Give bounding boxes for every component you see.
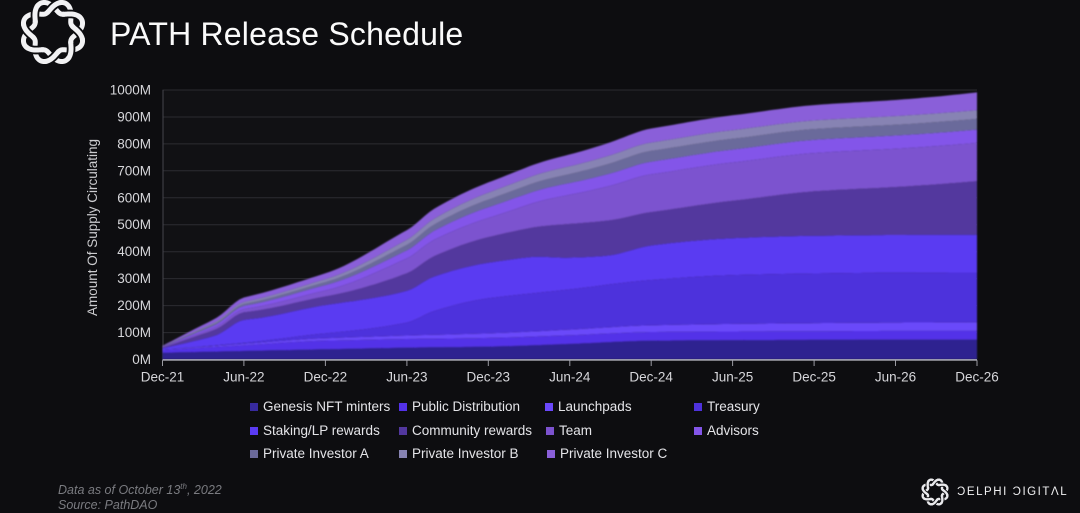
svg-text:Amount Of Supply Circulating: Amount Of Supply Circulating [85,139,100,316]
svg-text:Jun-25: Jun-25 [712,370,753,385]
svg-text:400M: 400M [117,244,151,259]
svg-text:Dec-26: Dec-26 [955,370,999,385]
svg-text:Jun-22: Jun-22 [223,370,264,385]
svg-text:1000M: 1000M [110,83,151,98]
svg-text:Jun-24: Jun-24 [549,370,591,385]
svg-text:900M: 900M [117,110,151,125]
svg-text:Dec-24: Dec-24 [629,370,673,385]
svg-text:Dec-25: Dec-25 [792,370,836,385]
svg-text:300M: 300M [117,271,151,286]
svg-text:Jun-23: Jun-23 [386,370,427,385]
svg-text:0M: 0M [132,352,151,367]
svg-text:800M: 800M [117,136,151,151]
svg-text:Jun-26: Jun-26 [875,370,916,385]
svg-text:600M: 600M [117,190,151,205]
svg-text:Dec-21: Dec-21 [141,370,185,385]
svg-text:200M: 200M [117,298,151,313]
svg-text:100M: 100M [117,325,151,340]
svg-text:Dec-23: Dec-23 [467,370,511,385]
svg-text:700M: 700M [117,163,151,178]
svg-text:Dec-22: Dec-22 [304,370,348,385]
svg-text:500M: 500M [117,217,151,232]
